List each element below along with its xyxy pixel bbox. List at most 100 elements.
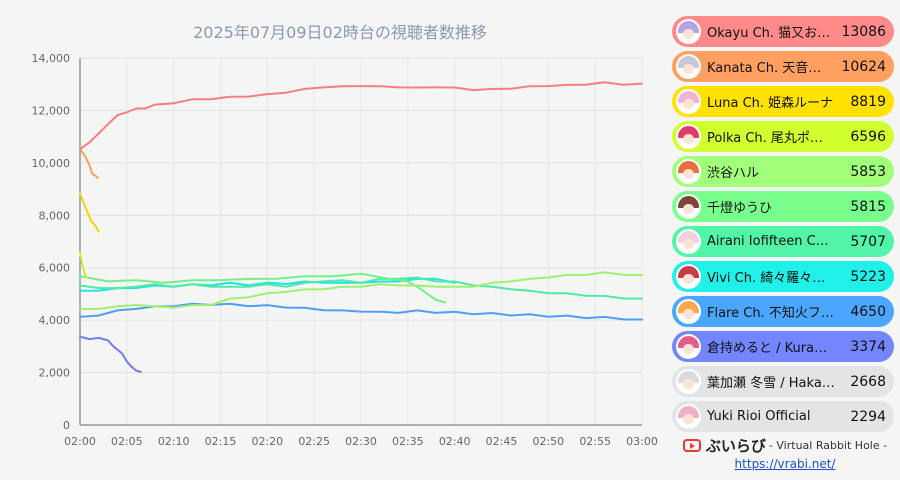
avatar-hair xyxy=(678,126,699,138)
legend-value: 2294 xyxy=(850,408,886,425)
avatar-hair xyxy=(678,301,699,313)
legend-item: Polka Ch. 尾丸ポルカ 6596 xyxy=(672,121,894,152)
legend-item: Yuki Rioi Official 2294 xyxy=(672,401,894,432)
avatar xyxy=(676,369,701,394)
avatar xyxy=(676,89,701,114)
avatar-hair xyxy=(678,56,699,68)
series-line xyxy=(79,192,100,233)
legend-value: 4650 xyxy=(850,303,886,320)
x-tick-label: 02:55 xyxy=(579,435,611,448)
legend-item: Flare Ch. 不知火フ… 4650 xyxy=(672,296,894,327)
y-tick-label: 4,000 xyxy=(39,314,71,327)
avatar-hair xyxy=(678,266,699,278)
avatar xyxy=(676,404,701,429)
y-tick-label: 6,000 xyxy=(39,262,71,275)
avatar xyxy=(676,54,701,79)
avatar-hair xyxy=(678,91,699,103)
avatar-face xyxy=(683,203,694,215)
avatar xyxy=(676,124,701,149)
legend-item: 倉持めると / Kura… 3374 xyxy=(672,331,894,362)
avatar-hair xyxy=(678,161,699,173)
avatar-face xyxy=(683,98,694,110)
legend-label: Okayu Ch. 猫又お… xyxy=(707,26,831,41)
avatar-hair xyxy=(678,371,699,383)
avatar-hair xyxy=(678,406,699,418)
legend-value: 5707 xyxy=(850,233,886,250)
avatar-face xyxy=(683,378,694,390)
series-line xyxy=(79,81,643,151)
legend-value: 5223 xyxy=(850,268,886,285)
legend-label: 倉持めると / Kura… xyxy=(707,341,828,356)
legend-item: Vivi Ch. 綺々羅々ヴ… 5223 xyxy=(672,261,894,292)
x-tick-label: 02:30 xyxy=(345,435,377,448)
legend-value: 2668 xyxy=(850,373,886,390)
legend-label: Vivi Ch. 綺々羅々ヴ… xyxy=(707,271,835,286)
legend-item: Luna Ch. 姫森ルーナ 8819 xyxy=(672,86,894,117)
legend-label: Yuki Rioi Official xyxy=(707,409,811,424)
play-button-icon xyxy=(682,438,701,452)
avatar xyxy=(676,299,701,324)
legend-value: 10624 xyxy=(841,58,886,75)
y-tick-label: 14,000 xyxy=(32,52,71,65)
avatar-face xyxy=(683,343,694,355)
legend-label: Airani Iofifteen Ch… xyxy=(707,234,835,249)
legend-value: 6596 xyxy=(850,128,886,145)
y-tick-label: 10,000 xyxy=(32,157,71,170)
legend-item: 千燈ゆうひ 5815 xyxy=(672,191,894,222)
avatar-hair xyxy=(678,336,699,348)
brand-name: ぶいらび xyxy=(705,436,766,455)
series-line xyxy=(79,271,643,311)
avatar-face xyxy=(683,168,694,180)
brand-tagline: - Virtual Rabbit Hole - xyxy=(768,438,888,452)
legend-item: Okayu Ch. 猫又お… 13086 xyxy=(672,16,894,47)
legend-label: Flare Ch. 不知火フ… xyxy=(707,306,834,321)
chart-title: 2025年07月09日02時台の視聴者数推移 xyxy=(193,23,487,42)
avatar xyxy=(676,229,701,254)
legend-label: 葉加瀬 冬雪 / Haka… xyxy=(707,376,835,391)
legend-item: Airani Iofifteen Ch… 5707 xyxy=(672,226,894,257)
x-tick-label: 02:00 xyxy=(64,435,96,448)
legend-value: 13086 xyxy=(841,23,886,40)
x-tick-label: 02:05 xyxy=(111,435,143,448)
legend-value: 5815 xyxy=(850,198,886,215)
x-tick-label: 02:25 xyxy=(298,435,330,448)
avatar xyxy=(676,334,701,359)
avatar-hair xyxy=(678,231,699,243)
legend-item: 葉加瀬 冬雪 / Haka… 2668 xyxy=(672,366,894,397)
series-line xyxy=(79,277,456,292)
x-tick-label: 02:10 xyxy=(158,435,190,448)
legend-value: 8819 xyxy=(850,93,886,110)
avatar xyxy=(676,19,701,44)
legend: Okayu Ch. 猫又お… 13086 Kanata Ch. 天音… 10624 Lu… xyxy=(672,16,894,438)
series-line xyxy=(79,276,643,300)
x-tick-label: 03:00 xyxy=(626,435,658,448)
series-line xyxy=(79,148,99,179)
series-line xyxy=(79,302,643,321)
legend-label: Polka Ch. 尾丸ポルカ xyxy=(707,131,835,146)
series-line xyxy=(79,335,142,373)
avatar-face xyxy=(683,273,694,285)
avatar-face xyxy=(683,133,694,145)
brand-row: ぶいらび - Virtual Rabbit Hole - xyxy=(674,434,896,456)
y-tick-label: 8,000 xyxy=(39,209,71,222)
avatar-face xyxy=(683,308,694,320)
avatar-hair xyxy=(678,21,699,33)
series-line xyxy=(79,272,447,304)
x-tick-label: 02:35 xyxy=(392,435,424,448)
x-tick-label: 02:15 xyxy=(205,435,237,448)
x-tick-label: 02:40 xyxy=(439,435,471,448)
legend-label: Kanata Ch. 天音… xyxy=(707,61,822,76)
legend-label: 千燈ゆうひ xyxy=(707,201,773,216)
avatar-face xyxy=(683,238,694,250)
x-tick-label: 02:50 xyxy=(532,435,564,448)
legend-label: Luna Ch. 姫森ルーナ xyxy=(707,96,834,111)
legend-value: 5853 xyxy=(850,163,886,180)
legend-item: 渋谷ハル 5853 xyxy=(672,156,894,187)
y-tick-label: 2,000 xyxy=(39,367,71,380)
y-tick-label: 12,000 xyxy=(32,104,71,117)
x-tick-label: 02:45 xyxy=(486,435,518,448)
site-link[interactable]: https://vrabi.net/ xyxy=(734,457,836,471)
avatar xyxy=(676,159,701,184)
avatar-face xyxy=(683,413,694,425)
